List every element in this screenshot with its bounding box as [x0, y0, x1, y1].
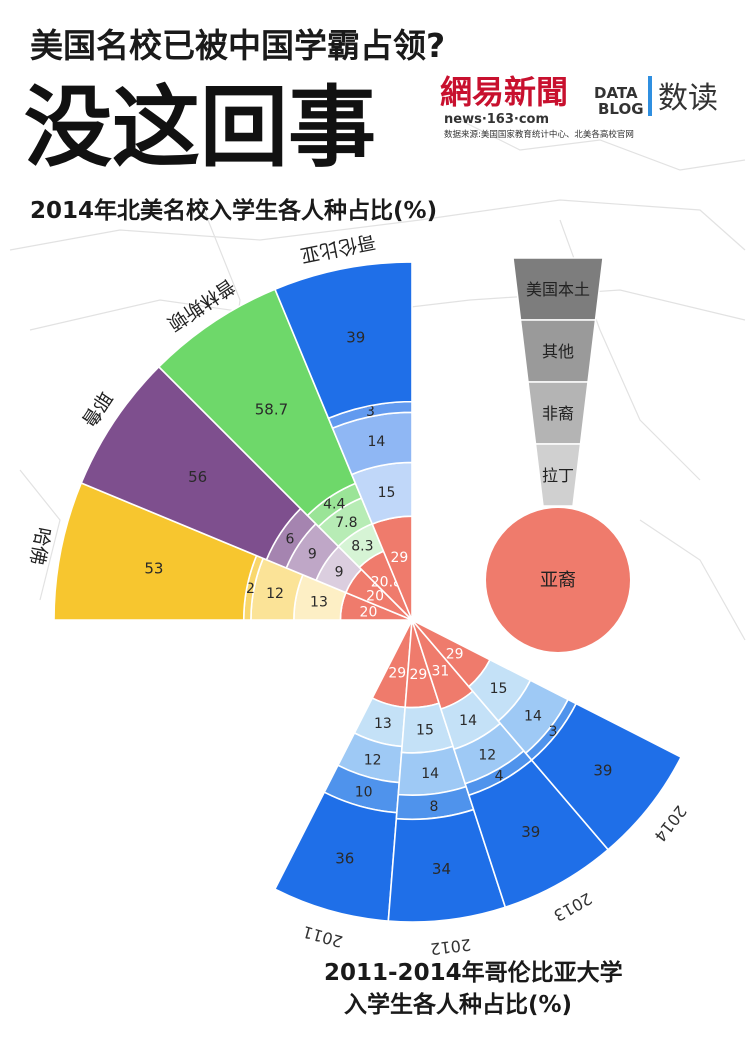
bar-year-3: 29 15 14 3 39 2014	[411, 619, 690, 851]
value-label-school-1-0: 20	[366, 588, 384, 604]
netease-news-logo: 網易新聞	[440, 73, 568, 111]
value-label-school-1-3: 6	[285, 531, 294, 547]
category-label-year-1: 2012	[429, 935, 472, 959]
datablog-line2: BLOG	[598, 100, 644, 118]
bar-year-2: 31 14 12 4 39 2013	[411, 619, 610, 925]
value-label-year-2-0: 31	[431, 664, 449, 680]
value-label-year-1-1: 15	[416, 722, 434, 738]
category-label-year-0: 2011	[301, 922, 345, 951]
segment-school-0-4	[53, 481, 258, 621]
value-label-school-3-3: 3	[366, 404, 375, 420]
value-label-year-1-4: 34	[432, 860, 451, 878]
value-label-year-0-4: 36	[335, 849, 354, 867]
chart-columbia-2011-2014: 29 13 12 10 36 2011 29 15 14 8 34 2012 31 14 12 4 39 2013…	[273, 619, 690, 959]
big-title: 没这回事	[24, 76, 376, 179]
value-label-year-0-2: 12	[364, 753, 382, 769]
value-label-year-0-0: 29	[388, 665, 406, 681]
legend-label-3: 拉丁	[542, 466, 574, 485]
legend-label-1: 其他	[542, 342, 574, 361]
datablog-line1: DATA	[594, 84, 638, 102]
value-label-school-2-1: 8.3	[351, 539, 373, 555]
value-label-year-2-3: 4	[495, 768, 504, 784]
value-label-school-1-1: 9	[335, 564, 344, 580]
value-label-year-2-2: 12	[478, 747, 496, 763]
segment-school-2-4	[157, 288, 357, 517]
category-label-school-3: 哥伦比亚	[299, 230, 378, 266]
value-label-school-0-3: 2	[246, 581, 255, 597]
legend-swatch-3	[534, 443, 582, 507]
value-label-year-3-0: 29	[446, 647, 464, 663]
headline: 美国名校已被中国学霸占领?	[30, 26, 445, 65]
map-backdrop	[9, 119, 746, 641]
segment-school-3-4	[273, 261, 413, 420]
value-label-school-2-3: 4.4	[323, 497, 345, 513]
datablog-cn: 数读	[658, 81, 718, 116]
chart-schools-2014: 201312253哈佛2099656耶鲁20.88.37.84.458.7普林斯…	[25, 230, 413, 621]
value-label-year-2-4: 39	[521, 823, 540, 841]
value-label-school-0-2: 12	[266, 586, 284, 602]
chart2-title-line1: 2011-2014年哥伦比亚大学	[324, 959, 623, 986]
brand-url: news·163·com	[444, 112, 549, 127]
legend-label-2: 非裔	[542, 404, 574, 423]
value-label-year-3-3: 3	[549, 724, 558, 740]
datablog-logo: DATA BLOG 数读	[594, 76, 718, 118]
value-label-school-0-4: 53	[144, 560, 163, 578]
category-label-school-1: 耶鲁	[77, 387, 116, 431]
bar-year-0: 29 13 12 10 36 2011	[273, 619, 413, 951]
value-label-school-1-4: 56	[188, 468, 207, 486]
value-label-year-3-2: 14	[524, 708, 542, 724]
legend-swatch-4	[486, 508, 630, 652]
value-label-school-2-4: 58.7	[255, 401, 288, 419]
value-label-year-0-3: 10	[355, 784, 373, 800]
data-source: 数据来源:美国国家教育统计中心、北美各高校官网	[444, 129, 634, 140]
value-label-year-3-4: 39	[593, 762, 612, 780]
value-label-school-0-1: 13	[310, 594, 328, 610]
segment-school-1-4	[80, 365, 302, 561]
value-label-school-2-2: 7.8	[335, 515, 357, 531]
bar-school-3: 29 15 14 3 39 哥伦比亚	[273, 230, 413, 621]
segment-year-3-4	[530, 702, 683, 851]
chart2-title-line2: 入学生各人种占比(%)	[344, 991, 572, 1018]
value-label-year-1-3: 8	[430, 799, 439, 815]
value-label-school-3-1: 15	[378, 485, 396, 501]
legend-label-4: 亚裔	[540, 570, 576, 591]
value-label-year-2-1: 14	[459, 713, 477, 729]
value-label-year-1-2: 14	[421, 766, 439, 782]
value-label-year-0-1: 13	[374, 716, 392, 732]
value-label-school-0-0: 20	[360, 604, 378, 620]
category-label-year-2: 2013	[550, 889, 595, 925]
legend-label-0: 美国本土	[526, 280, 590, 299]
value-label-year-3-1: 15	[490, 681, 508, 697]
value-label-year-1-0: 29	[409, 667, 427, 683]
value-label-school-3-0: 29	[391, 550, 409, 566]
value-label-school-3-4: 39	[346, 328, 365, 346]
datablog-bar	[648, 76, 652, 116]
value-label-school-3-2: 14	[367, 434, 385, 450]
chart1-title: 2014年北美名校入学生各人种占比(%)	[30, 197, 437, 224]
value-label-school-1-2: 9	[308, 546, 317, 562]
category-label-year-3: 2014	[650, 802, 690, 846]
